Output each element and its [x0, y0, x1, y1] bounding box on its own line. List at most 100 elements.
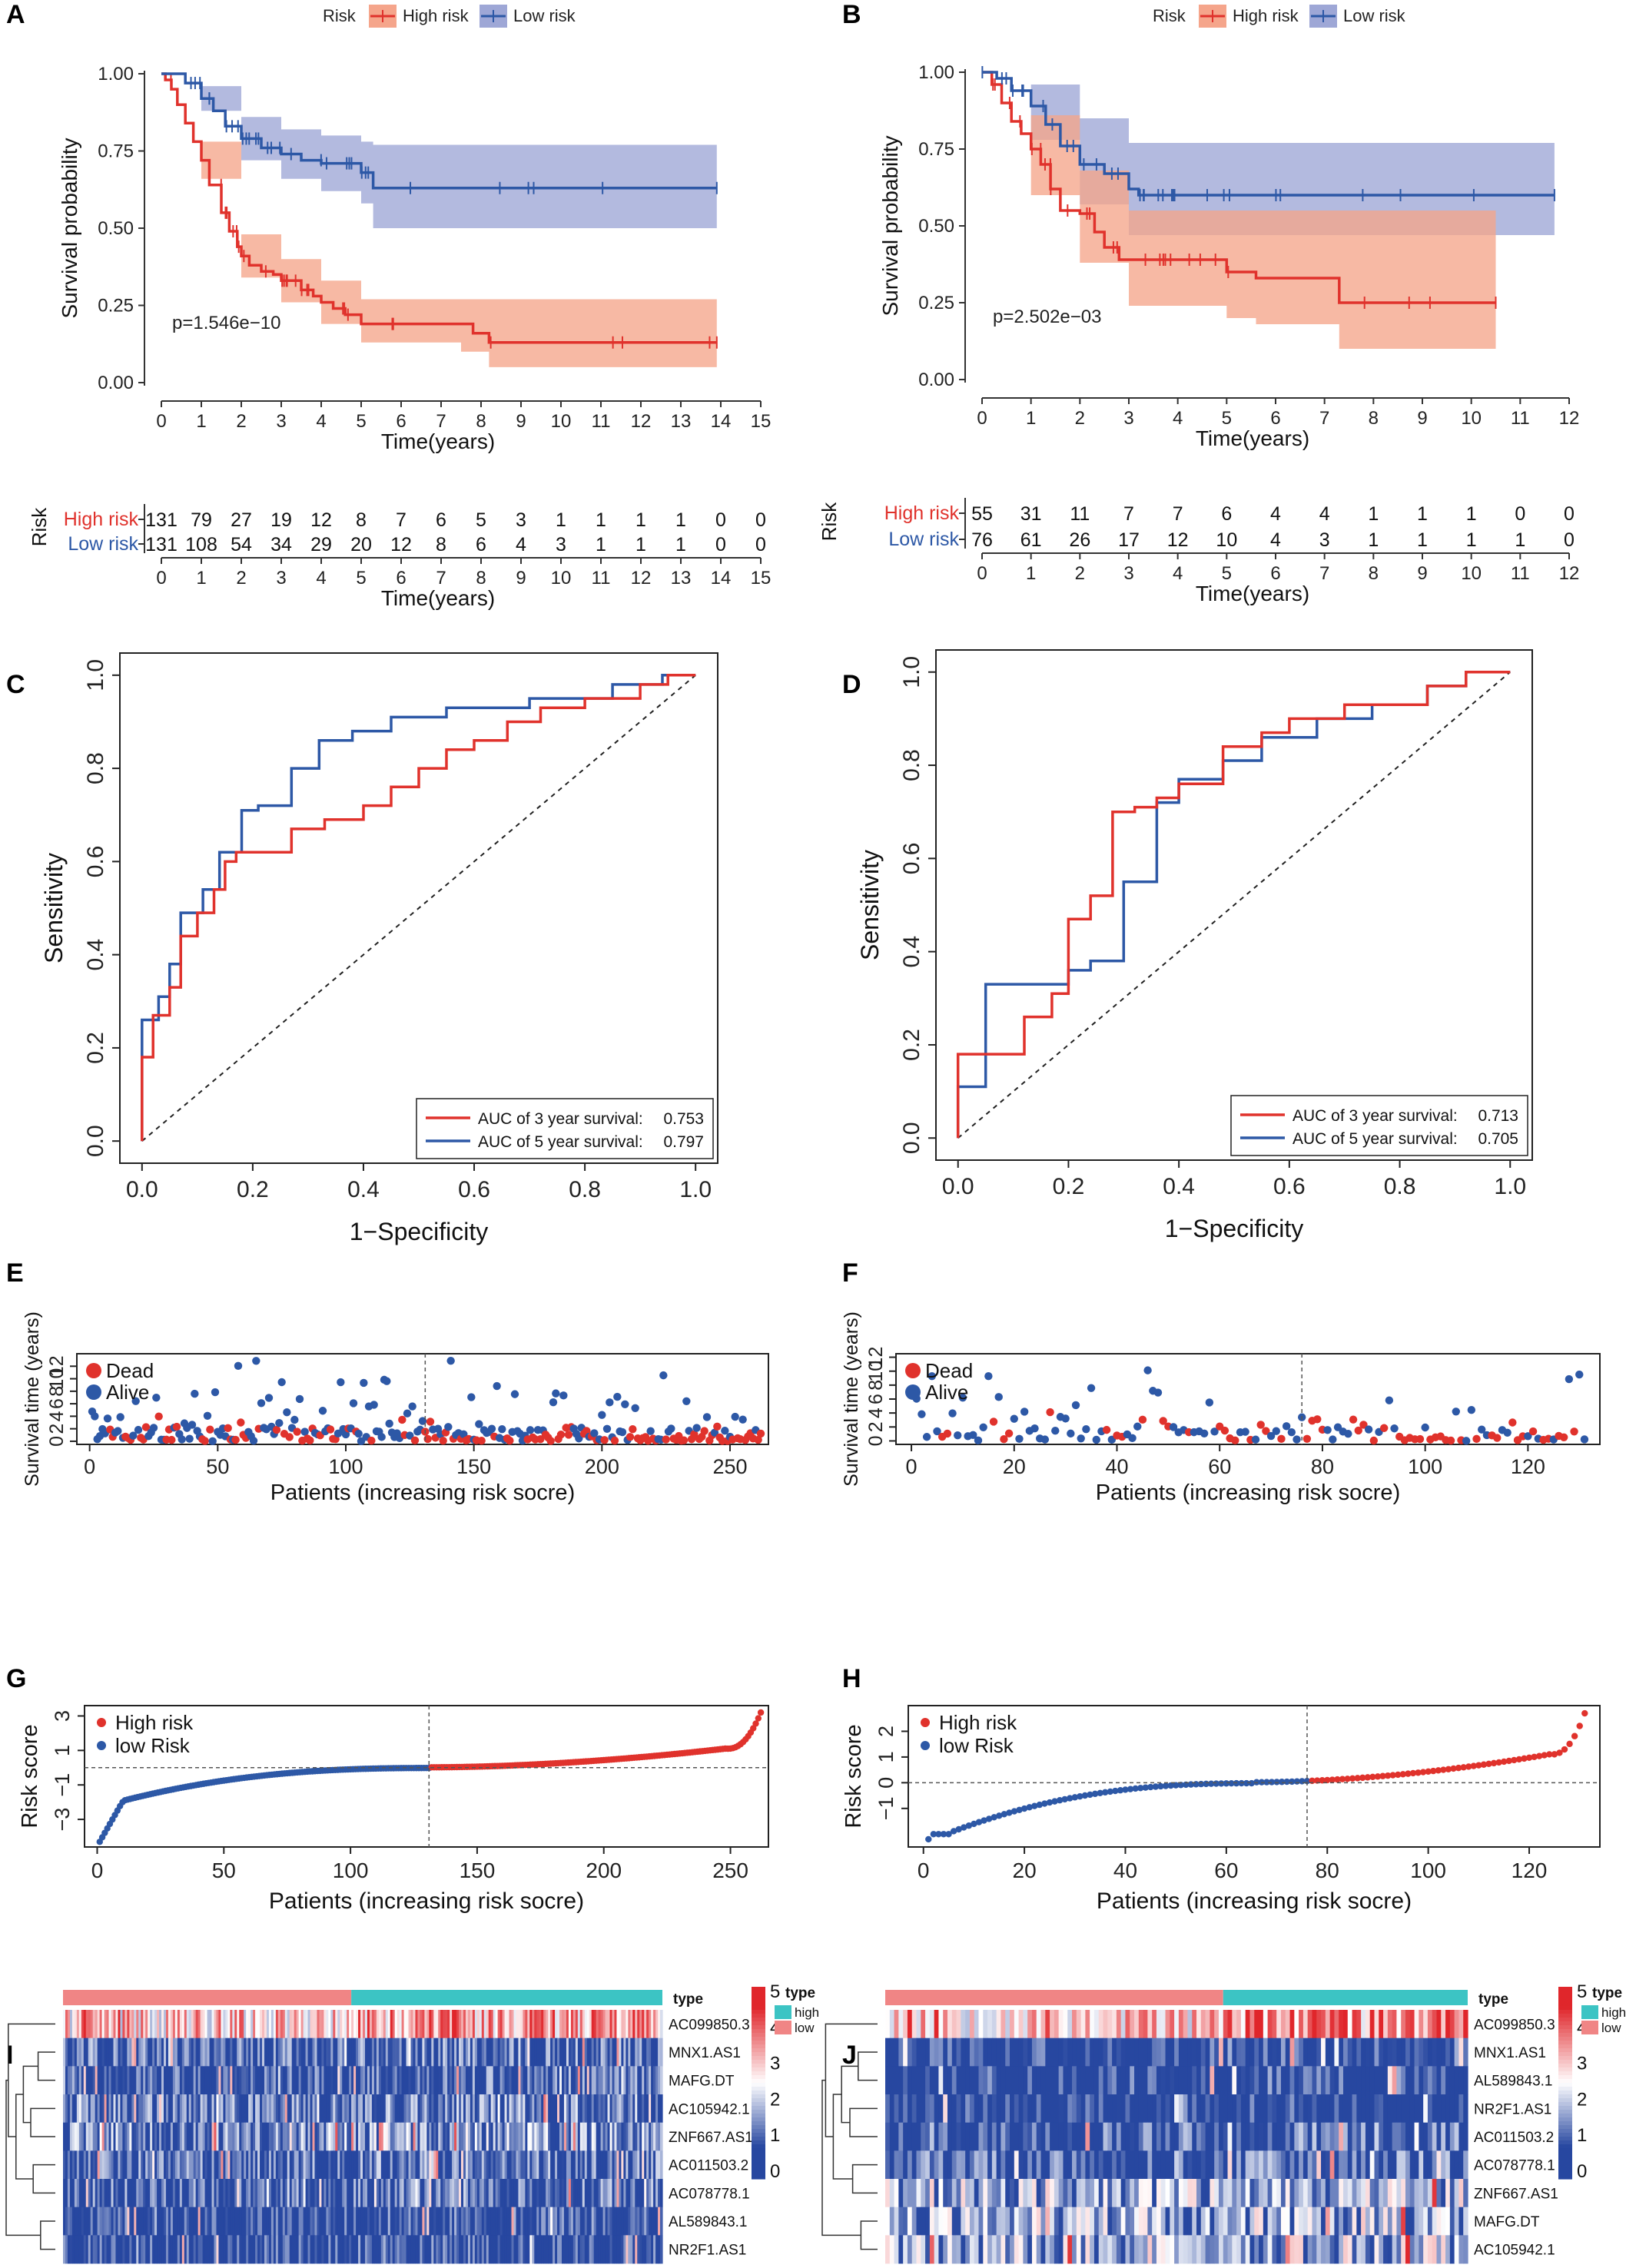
scale-step: [752, 2033, 765, 2038]
heatmap-cell: [216, 2207, 220, 2236]
heatmap-cell: [99, 2207, 103, 2236]
table-x-tick-label: 13: [671, 568, 692, 589]
heatmap-cell: [262, 2235, 265, 2264]
heatmap-cell: [330, 2066, 333, 2095]
heatmap-cell: [1267, 2038, 1273, 2067]
table-cell: 27: [231, 509, 252, 531]
heatmap-cell: [956, 2094, 961, 2124]
heatmap-cell: [347, 2038, 350, 2067]
point-low-risk: [1162, 1782, 1170, 1789]
heatmap-cell: [369, 2122, 373, 2151]
point-dead: [201, 1437, 209, 1445]
heatmap-cell: [337, 2094, 340, 2124]
heatmap-cell: [1356, 2038, 1362, 2067]
heatmap-cell: [356, 2179, 359, 2208]
heatmap-cell: [237, 2038, 240, 2067]
heatmap-cell: [1076, 2207, 1082, 2236]
heatmap-cell: [921, 2179, 926, 2208]
legend-label: low Risk: [939, 1734, 1014, 1757]
heatmap-cell: [307, 2207, 311, 2236]
heatmap-cell: [450, 2066, 453, 2095]
heatmap-cell: [1267, 2010, 1273, 2039]
heatmap-cell: [307, 2122, 311, 2151]
heatmap-cell: [1072, 2235, 1077, 2264]
heatmap-cell: [506, 2122, 510, 2151]
heatmap-cell: [1307, 2150, 1313, 2180]
heatmap-cell: [543, 2207, 546, 2236]
heatmap-cell: [570, 2010, 574, 2039]
x-tick-label: 120: [1511, 1455, 1545, 1478]
heatmap-cell: [353, 2010, 357, 2039]
heatmap-cell: [157, 2038, 160, 2067]
heatmap-cell: [232, 2150, 235, 2180]
heatmap-cell: [1223, 2038, 1229, 2067]
x-tick-label: 50: [212, 1858, 236, 1882]
heatmap-cell: [1245, 2010, 1251, 2039]
heatmap-cell: [406, 2038, 410, 2067]
heatmap-cell: [1010, 2207, 1015, 2236]
heatmap-cell: [340, 2207, 343, 2236]
scale-step: [752, 2064, 765, 2068]
heatmap-cell: [534, 2179, 537, 2208]
heatmap-cell: [385, 2122, 389, 2151]
dendrogram-branch: [40, 2220, 55, 2250]
heatmap-cell: [951, 2179, 957, 2208]
heatmap-cell: [452, 2122, 455, 2151]
heatmap-cell: [78, 2207, 82, 2236]
heatmap-cell: [101, 2179, 105, 2208]
heatmap-cell: [509, 2122, 513, 2151]
heatmap-cell: [161, 2094, 164, 2124]
heatmap-cell: [1063, 2094, 1068, 2124]
heatmap-cell: [626, 2150, 629, 2180]
heatmap-cell: [270, 2207, 274, 2236]
heatmap-cell: [1316, 2094, 1322, 2124]
heatmap-cell: [209, 2010, 213, 2039]
heatmap-cell: [1165, 2179, 1170, 2208]
heatmap-cell: [296, 2066, 300, 2095]
heatmap-cell: [586, 2010, 590, 2039]
heatmap-cell: [1152, 2150, 1157, 2180]
heatmap-cell: [1259, 2094, 1264, 2124]
heatmap-cell: [1329, 2235, 1336, 2264]
heatmap-cell: [113, 2066, 117, 2095]
heatmap-cell: [584, 2038, 588, 2067]
scale-step: [752, 2044, 765, 2049]
heatmap-cell: [1018, 2122, 1024, 2151]
heatmap-cell: [330, 2179, 333, 2208]
heatmap-cell: [92, 2066, 96, 2095]
table-row-label: High risk: [884, 502, 960, 524]
heatmap-cell: [1259, 2207, 1264, 2236]
heatmap-cell: [221, 2010, 224, 2039]
heatmap-cell: [364, 2235, 368, 2264]
point-alive: [1329, 1435, 1337, 1444]
heatmap-cell: [387, 2010, 391, 2039]
heatmap-cell: [1392, 2122, 1398, 2151]
heatmap-cell: [216, 2038, 220, 2067]
heatmap-cell: [1165, 2094, 1170, 2124]
heatmap-cell: [369, 2010, 373, 2039]
heatmap-cell: [152, 2179, 155, 2208]
heatmap-cell: [969, 2010, 975, 2039]
heatmap-cell: [555, 2235, 558, 2264]
heatmap-cell: [296, 2094, 300, 2124]
heatmap-cell: [493, 2094, 496, 2124]
point-high-risk: [1435, 1767, 1442, 1774]
heatmap-cell: [925, 2066, 931, 2095]
heatmap-cell: [1116, 2010, 1122, 2039]
point-alive: [444, 1423, 453, 1431]
panel-letter-i: I: [6, 2041, 13, 2070]
heatmap-cell: [1210, 2010, 1215, 2039]
heatmap-cell: [83, 2235, 87, 2264]
heatmap-cell: [170, 2038, 174, 2067]
heatmap-cell: [1352, 2038, 1357, 2067]
heatmap-cell: [1103, 2207, 1108, 2236]
heatmap-cell: [978, 2207, 984, 2236]
y-tick-label: 10: [865, 1361, 887, 1382]
heatmap-cell: [539, 2038, 542, 2067]
heatmap-cell: [550, 2066, 553, 2095]
heatmap-cell: [1374, 2094, 1379, 2124]
heatmap-cell: [991, 2010, 997, 2039]
heatmap-cell: [324, 2094, 327, 2124]
heatmap-cell: [506, 2235, 510, 2264]
heatmap-cell: [113, 2207, 117, 2236]
